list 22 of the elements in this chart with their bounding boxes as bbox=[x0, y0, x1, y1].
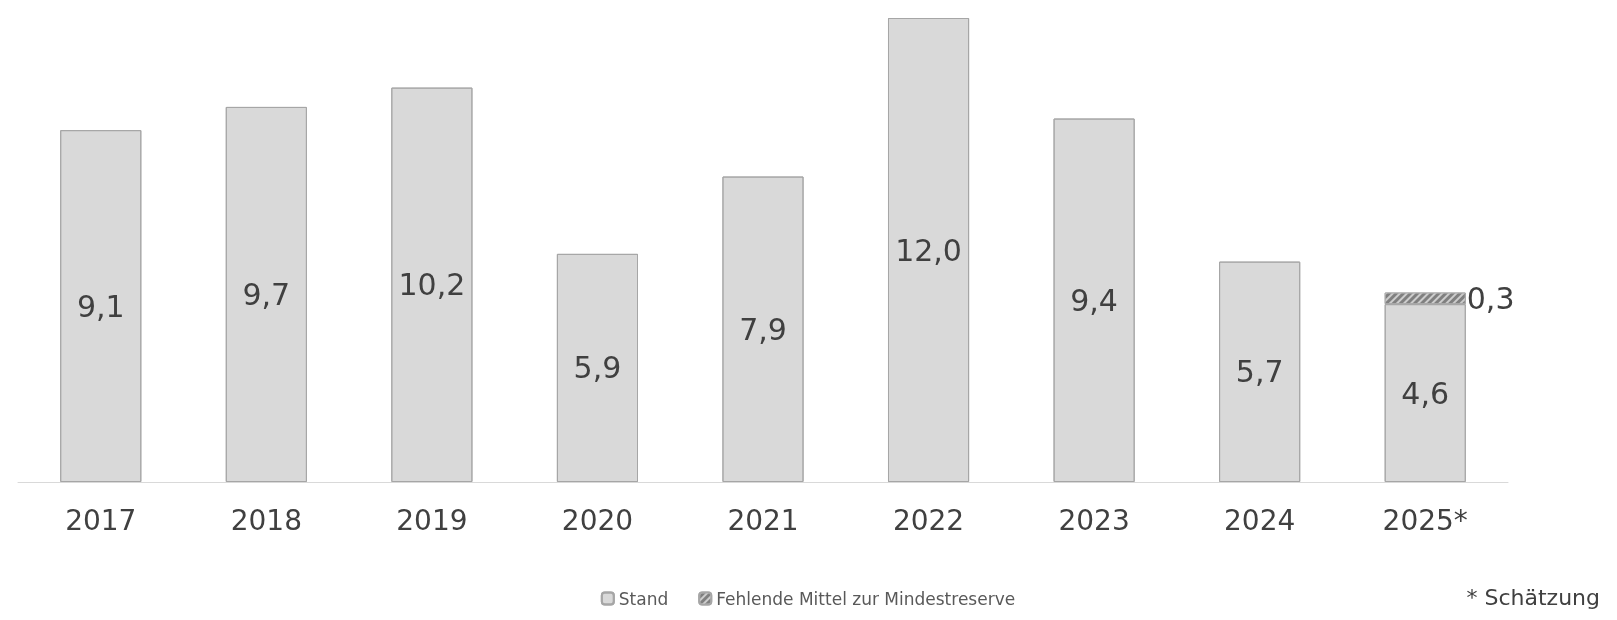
text: * Schätzung bbox=[1466, 584, 1601, 610]
x-tick-label: 2017 bbox=[65, 503, 137, 537]
data-label: 0,3 bbox=[1466, 280, 1515, 316]
data-label: 9,4 bbox=[1070, 282, 1118, 318]
x-tick-label: 2024 bbox=[1224, 503, 1296, 537]
legend-label: Stand bbox=[618, 588, 669, 609]
data-label: 7,9 bbox=[739, 311, 787, 347]
x-tick-label: 2023 bbox=[1058, 503, 1130, 537]
data-label: 12,0 bbox=[895, 232, 962, 268]
x-tick-label: 2021 bbox=[727, 503, 799, 537]
x-tick-label: 2025* bbox=[1382, 503, 1468, 537]
data-label: 4,6 bbox=[1401, 375, 1450, 411]
data-label: 5,7 bbox=[1235, 354, 1284, 390]
data-label: 9,1 bbox=[76, 288, 125, 324]
data-label: 9,7 bbox=[242, 276, 291, 312]
legend-label: Fehlende Mittel zur Mindestreserve bbox=[716, 588, 1016, 609]
data-label: 10,2 bbox=[398, 267, 466, 303]
x-tick-label: 2019 bbox=[396, 503, 468, 537]
x-tick-label: 2022 bbox=[892, 503, 965, 537]
x-tick-label: 2020 bbox=[561, 503, 634, 537]
data-label: 5,9 bbox=[573, 350, 622, 386]
x-tick-label: 2018 bbox=[230, 503, 302, 537]
